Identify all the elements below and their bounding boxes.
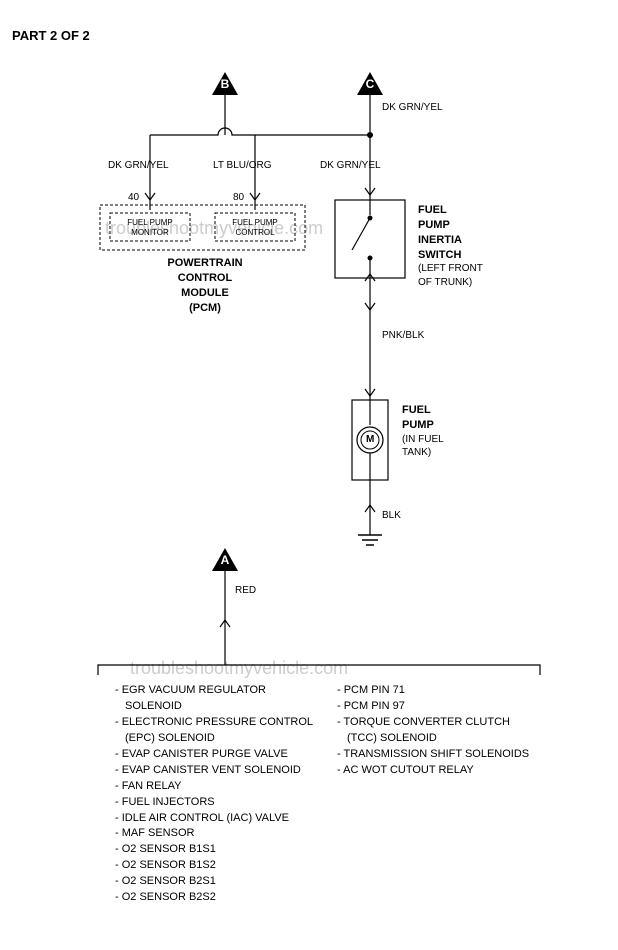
components-list: - EGR VACUUM REGULATOR SOLENOID- ELECTRO… xyxy=(115,683,535,906)
component-item: - ELECTRONIC PRESSURE CONTROL (EPC) SOLE… xyxy=(115,715,313,747)
component-item: - MAF SENSOR xyxy=(115,826,313,842)
wire-inertia-out: PNK/BLK xyxy=(382,330,424,341)
component-item: - PCM PIN 97 xyxy=(337,699,535,715)
component-item: - PCM PIN 71 xyxy=(337,683,535,699)
wire-b-left: DK GRN/YEL xyxy=(108,160,169,171)
component-item: - IDLE AIR CONTROL (IAC) VALVE xyxy=(115,811,313,827)
component-item: - O2 SENSOR B1S1 xyxy=(115,842,313,858)
triangle-c-letter: C xyxy=(360,77,380,91)
pin-40: 40 xyxy=(128,192,139,203)
component-item: - EGR VACUUM REGULATOR SOLENOID xyxy=(115,683,313,715)
pcm-right-box: FUEL PUMP CONTROL xyxy=(227,218,283,237)
wire-b-right: LT BLU/ORG xyxy=(213,160,272,171)
triangle-b-letter: B xyxy=(215,77,235,91)
components-col2: - PCM PIN 71- PCM PIN 97- TORQUE CONVERT… xyxy=(337,683,535,906)
wire-pump-out: BLK xyxy=(382,510,401,521)
inertia-label: FUEL PUMP INERTIA SWITCH (LEFT FRONT OF … xyxy=(418,203,483,289)
components-col1: - EGR VACUUM REGULATOR SOLENOID- ELECTRO… xyxy=(115,683,313,906)
component-item: - EVAP CANISTER VENT SOLENOID xyxy=(115,763,313,779)
wire-c-down: DK GRN/YEL xyxy=(382,102,443,113)
wire-inertia-in: DK GRN/YEL xyxy=(320,160,365,171)
pump-m: M xyxy=(366,434,374,445)
component-item: - TRANSMISSION SHIFT SOLENOIDS xyxy=(337,747,535,763)
pin-80: 80 xyxy=(233,192,244,203)
pump-label: FUEL PUMP (IN FUEL TANK) xyxy=(402,403,444,460)
component-item: - FUEL INJECTORS xyxy=(115,795,313,811)
pcm-label: POWERTRAIN CONTROL MODULE (PCM) xyxy=(150,256,260,315)
component-item: - AC WOT CUTOUT RELAY xyxy=(337,763,535,779)
component-item: - O2 SENSOR B1S2 xyxy=(115,858,313,874)
wire-a-down: RED xyxy=(235,585,256,596)
pcm-left-box: FUEL PUMP MONITOR xyxy=(122,218,178,237)
component-item: - O2 SENSOR B2S2 xyxy=(115,890,313,906)
component-item: - EVAP CANISTER PURGE VALVE xyxy=(115,747,313,763)
component-item: - O2 SENSOR B2S1 xyxy=(115,874,313,890)
triangle-a-letter: A xyxy=(215,553,235,567)
component-item: - FAN RELAY xyxy=(115,779,313,795)
component-item: - TORQUE CONVERTER CLUTCH (TCC) SOLENOID xyxy=(337,715,535,747)
